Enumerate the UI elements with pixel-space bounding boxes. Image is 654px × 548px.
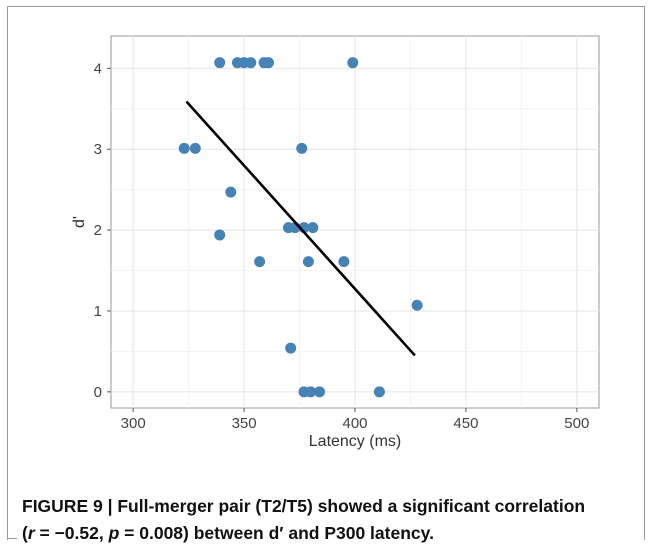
x-tick-label: 350 [232, 415, 257, 432]
y-tick-label: 0 [94, 384, 102, 401]
data-point [214, 229, 226, 241]
data-point [305, 386, 317, 398]
regression-line-group [185, 100, 416, 357]
data-point [178, 142, 190, 154]
y-tick-label: 4 [94, 60, 102, 77]
figure-caption: FIGURE 9 | Full-merger pair (T2/T5) show… [22, 493, 642, 547]
caption-line-1: FIGURE 9 | Full-merger pair (T2/T5) show… [22, 493, 642, 520]
regression-line [185, 100, 416, 357]
data-point [296, 142, 308, 154]
data-point [314, 386, 326, 398]
data-points [178, 57, 423, 398]
y-axis-ticks: 0 1 2 3 4 [94, 60, 111, 401]
caption-p-value: = 0.008) between d′ and P300 latency. [119, 523, 434, 543]
y-tick-label: 3 [94, 141, 102, 158]
caption-text-1: Full-merger pair (T2/T5) showed a signif… [117, 496, 586, 516]
y-tick-label: 1 [94, 303, 102, 320]
figure-label: FIGURE 9 [22, 496, 103, 516]
y-axis-label: d' [71, 216, 88, 228]
data-point [214, 57, 226, 69]
data-point [262, 57, 274, 69]
x-axis-ticks: 300 350 400 450 500 [121, 408, 589, 432]
caption-separator: | [102, 496, 118, 516]
x-axis-label: Latency (ms) [309, 433, 401, 450]
caption-r-symbol: r [27, 523, 35, 543]
x-tick-label: 400 [342, 415, 367, 432]
data-point [245, 57, 257, 69]
caption-r-value: = −0.52, [34, 523, 109, 543]
data-point [285, 342, 297, 354]
caption-p-symbol: p [108, 523, 120, 543]
caption-open-paren: ( [22, 523, 28, 543]
data-point [254, 256, 266, 268]
figure-frame-bottom [7, 538, 17, 539]
y-tick-label: 2 [94, 222, 102, 239]
x-tick-label: 500 [564, 415, 589, 432]
data-point [189, 142, 201, 154]
data-point [225, 186, 237, 198]
data-point [347, 57, 359, 69]
data-point [411, 299, 423, 311]
data-point [307, 222, 319, 234]
data-point [302, 256, 314, 268]
x-tick-label: 300 [121, 415, 146, 432]
data-point [373, 386, 385, 398]
data-point [338, 256, 350, 268]
figure-frame [7, 6, 645, 540]
x-tick-label: 450 [453, 415, 478, 432]
caption-line-2: (r = −0.52, p = 0.008) between d′ and P3… [22, 520, 642, 547]
